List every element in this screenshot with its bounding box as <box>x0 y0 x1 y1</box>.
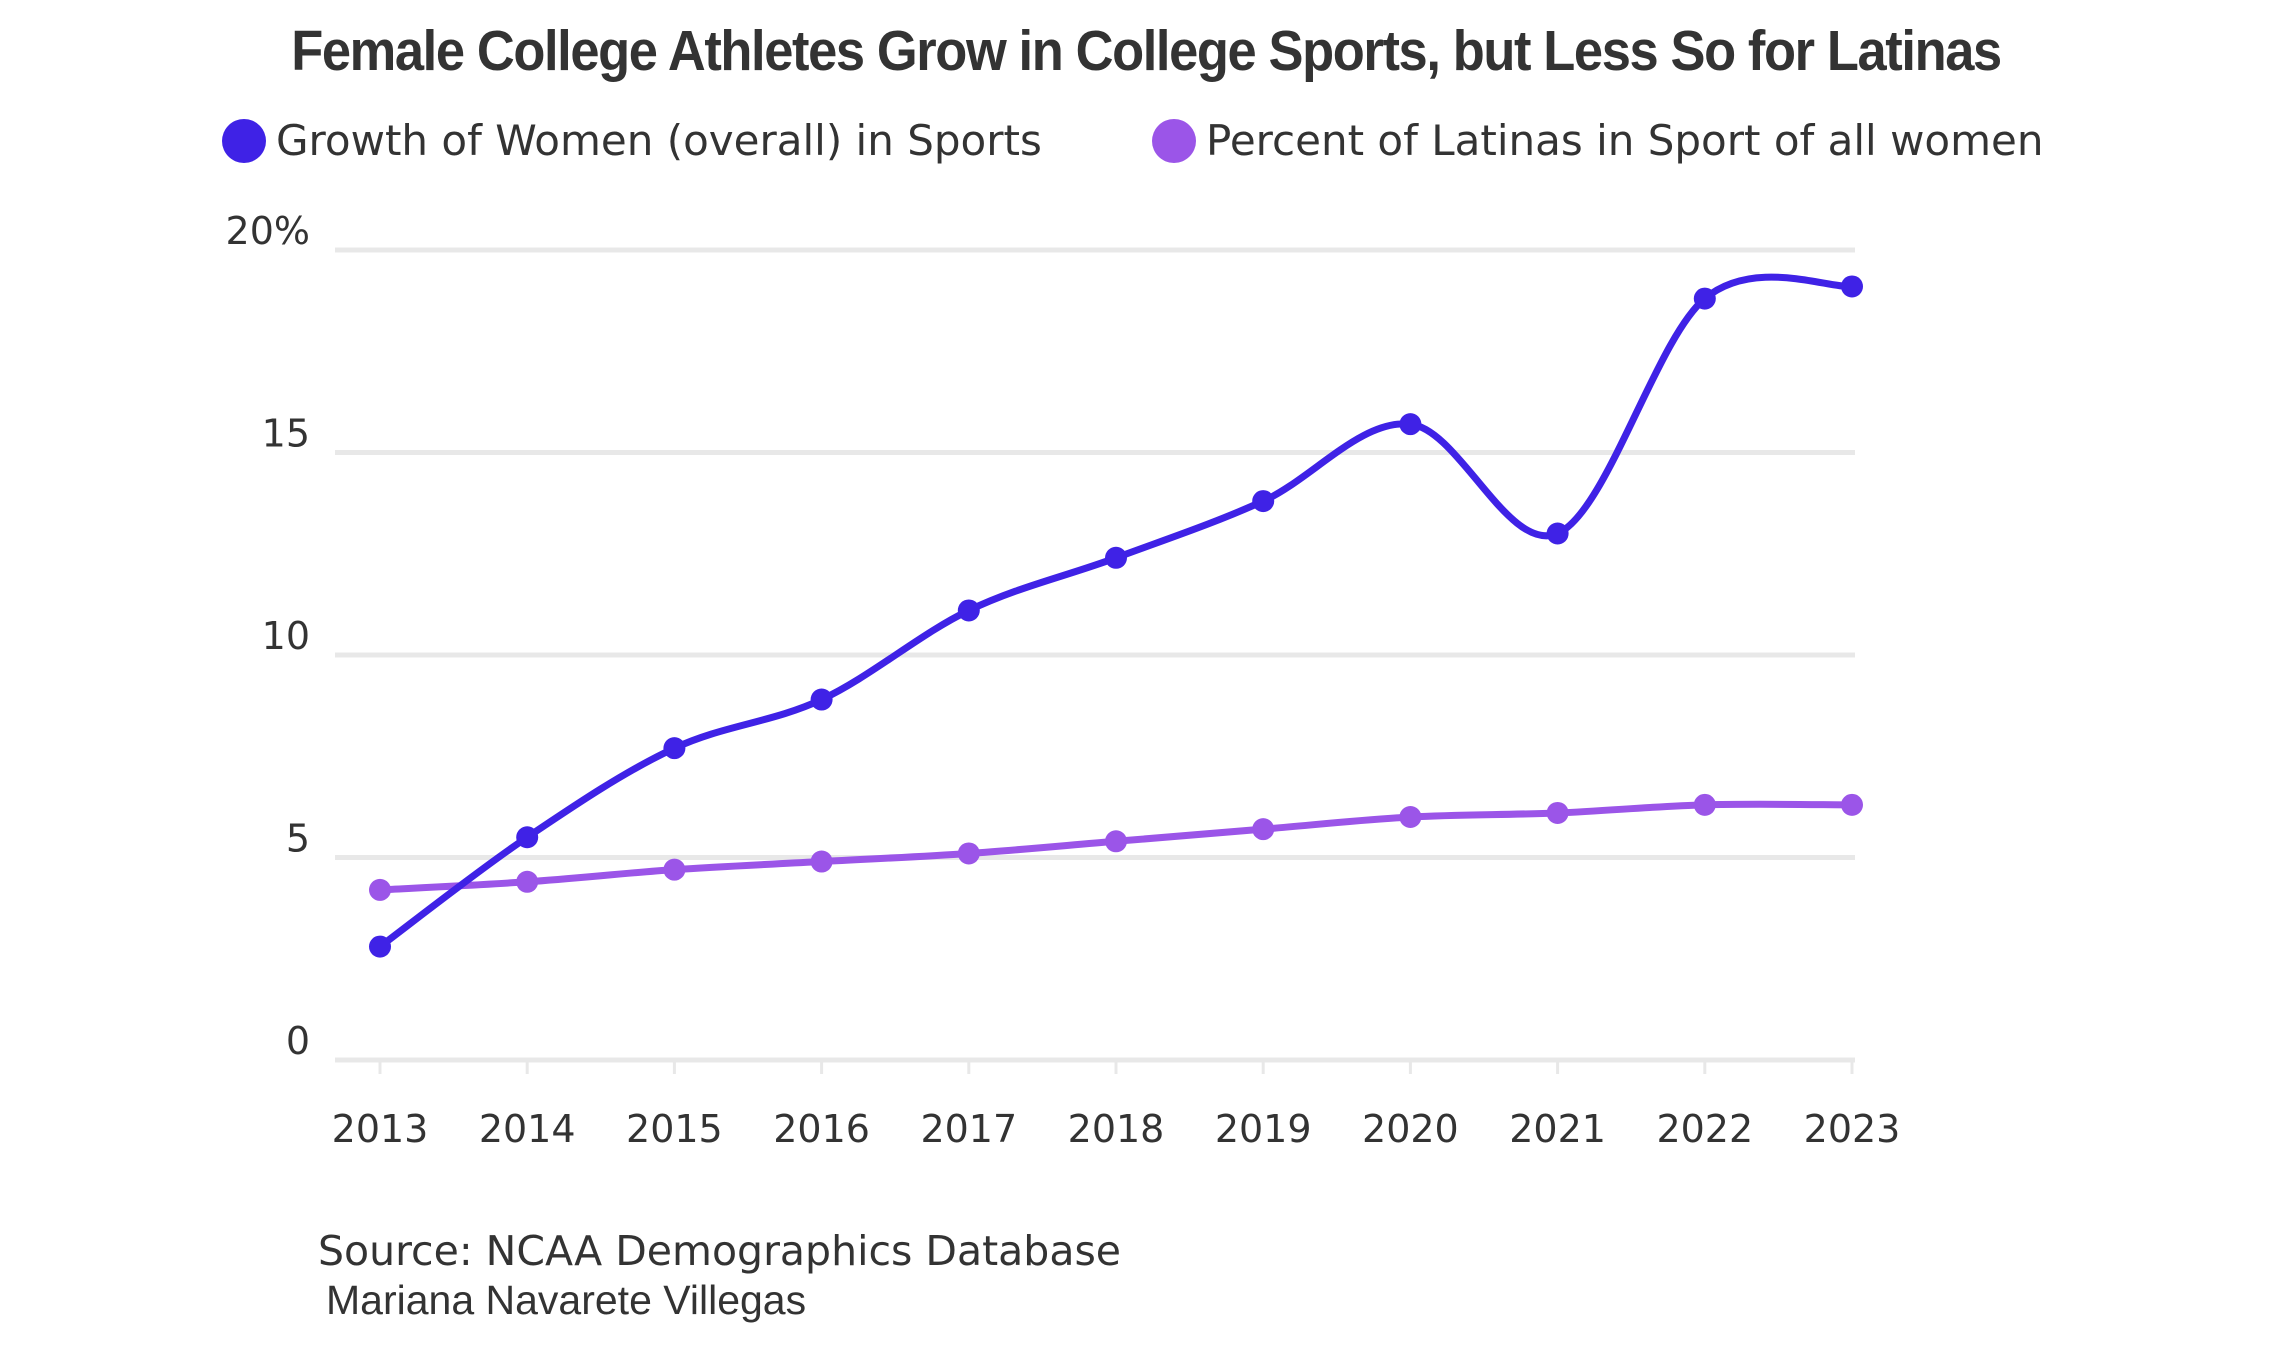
legend-label-latinas: Percent of Latinas in Sport of all women <box>1206 116 2044 165</box>
x-tick-label: 2017 <box>920 1107 1017 1151</box>
legend-marker-latinas <box>1152 118 1196 163</box>
x-tick-label: 2019 <box>1215 1107 1312 1151</box>
data-point-latinas-2014[interactable] <box>516 870 539 893</box>
x-tick-label: 2022 <box>1656 1107 1753 1151</box>
data-point-women-2017[interactable] <box>957 599 980 622</box>
x-tick-label: 2020 <box>1362 1107 1459 1151</box>
chart-title: Female College Athletes Grow in College … <box>291 19 2002 83</box>
data-point-latinas-2023[interactable] <box>1841 793 1863 816</box>
y-tick-label: 15 <box>262 412 310 456</box>
y-tick-label: 0 <box>286 1019 310 1063</box>
x-tick-label: 2018 <box>1068 1107 1165 1151</box>
data-point-latinas-2016[interactable] <box>810 850 833 873</box>
x-tick-label: 2016 <box>773 1107 870 1151</box>
data-point-women-2021[interactable] <box>1546 522 1569 545</box>
data-point-latinas-2013[interactable] <box>369 878 391 901</box>
data-point-latinas-2020[interactable] <box>1399 806 1422 828</box>
author-credit: Mariana Navarete Villegas <box>326 1277 807 1323</box>
data-point-women-2013[interactable] <box>369 935 391 958</box>
x-tick-label: 2023 <box>1804 1107 1901 1151</box>
data-point-women-2018[interactable] <box>1105 546 1127 569</box>
data-point-latinas-2018[interactable] <box>1105 830 1127 853</box>
legend-marker-women <box>222 118 266 163</box>
data-point-latinas-2015[interactable] <box>663 858 686 881</box>
grid-lines: 0 5 10 15 20% <box>226 209 1855 1063</box>
source-note: Source: NCAA Demographics Database <box>318 1227 1122 1275</box>
x-tick-label: 2015 <box>626 1107 723 1151</box>
x-tick-label: 2021 <box>1509 1107 1606 1151</box>
data-points <box>369 275 1863 958</box>
data-point-latinas-2017[interactable] <box>957 842 980 865</box>
data-point-latinas-2021[interactable] <box>1546 801 1569 824</box>
y-tick-label: 5 <box>286 817 310 861</box>
data-point-women-2015[interactable] <box>663 737 686 760</box>
data-point-women-2014[interactable] <box>516 826 539 849</box>
legend-item-latinas[interactable]: Percent of Latinas in Sport of all women <box>1152 116 2044 165</box>
data-point-women-2023[interactable] <box>1841 275 1863 298</box>
x-axis: 2013 2014 2015 2016 2017 2018 2019 2020 2021 2022… <box>332 1060 1901 1151</box>
y-tick-label: 10 <box>262 614 310 658</box>
data-point-women-2016[interactable] <box>810 688 833 711</box>
data-point-women-2022[interactable] <box>1693 287 1716 310</box>
data-point-latinas-2022[interactable] <box>1693 793 1716 816</box>
legend-item-women[interactable]: Growth of Women (overall) in Sports <box>222 116 1042 165</box>
series-line-women <box>376 273 1856 951</box>
legend-label-women: Growth of Women (overall) in Sports <box>276 116 1042 165</box>
x-tick-label: 2014 <box>479 1107 576 1151</box>
data-point-latinas-2019[interactable] <box>1252 818 1275 841</box>
y-tick-label: 20% <box>226 209 310 253</box>
x-tick-label: 2013 <box>332 1107 429 1151</box>
data-point-women-2020[interactable] <box>1399 413 1422 436</box>
data-point-women-2019[interactable] <box>1252 490 1275 513</box>
